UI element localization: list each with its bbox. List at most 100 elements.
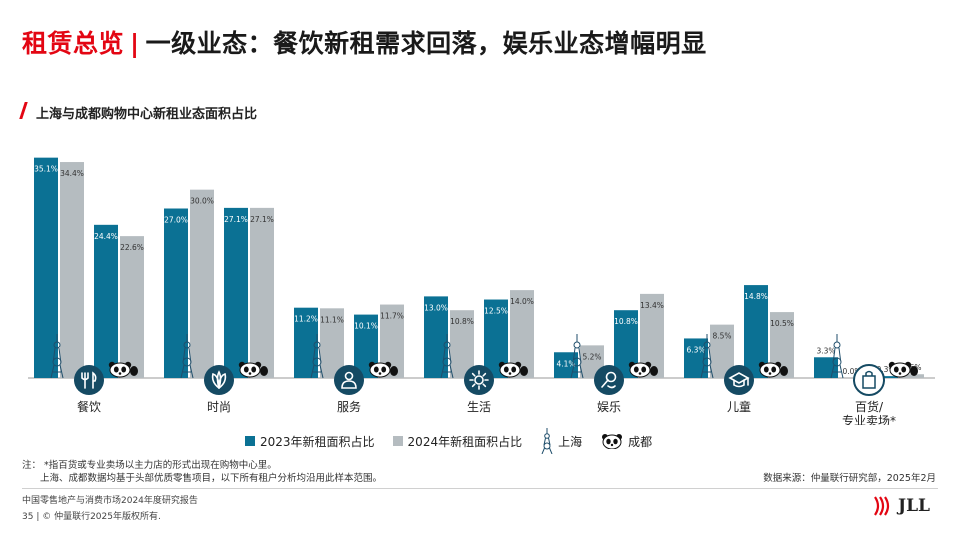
- category-label: 儿童: [727, 399, 751, 414]
- chart-title: 上海与成都购物中心新租业态面积占比: [36, 107, 258, 122]
- data-source: 数据来源：仲量联行研究部，2025年2月: [763, 473, 936, 484]
- data-label: 13.4%: [640, 301, 664, 310]
- leaf-icon: [204, 365, 234, 395]
- data-label: 34.4%: [60, 169, 84, 178]
- data-label: 11.7%: [380, 312, 404, 321]
- jll-logo-text: JLL: [898, 496, 930, 516]
- legend-label-chengdu: 成都: [628, 434, 653, 449]
- panda-icon: [108, 361, 138, 378]
- category-label: 餐饮: [77, 399, 101, 414]
- data-label: 10.8%: [614, 317, 638, 326]
- data-label: 3.3%: [816, 346, 835, 355]
- data-label: 35.1%: [34, 165, 58, 174]
- footnote-line-2: 上海、成都数据均基于头部优质零售项目，以下所有租户分析均沿用此样本范围。: [40, 473, 383, 484]
- panda-icon: [628, 361, 658, 378]
- bar-chengdu-2024: [900, 374, 924, 378]
- bar-shanghai-2024: [450, 310, 474, 378]
- shanghai-tower-icon: [700, 334, 714, 379]
- data-label: 11.1%: [320, 315, 344, 324]
- data-label: 27.1%: [250, 215, 274, 224]
- microphone-icon: [594, 365, 624, 395]
- legend-swatch-2023: [245, 436, 255, 446]
- data-label: 27.1%: [224, 215, 248, 224]
- data-label: 12.5%: [484, 307, 508, 316]
- data-label: 8.5%: [712, 332, 731, 341]
- sun-icon: [464, 365, 494, 395]
- bar-chengdu-2023: [224, 207, 248, 378]
- category-label: 服务: [337, 399, 361, 414]
- data-label: 0.3%: [876, 365, 895, 374]
- bar-shanghai-2023: [34, 157, 58, 378]
- graduation-cap-icon: [724, 365, 754, 395]
- data-label: 27.0%: [164, 216, 188, 225]
- bar-shanghai-2023: [164, 208, 188, 378]
- legend-swatch-2024: [392, 436, 403, 446]
- shanghai-tower-icon: [180, 334, 194, 379]
- panda-icon: [602, 434, 623, 449]
- data-label: 0.0%: [842, 367, 861, 376]
- shanghai-tower-icon: [440, 334, 454, 379]
- panda-icon: [368, 361, 398, 378]
- data-label: 10.1%: [354, 322, 378, 331]
- title-section: 租赁总览: [22, 29, 125, 58]
- jll-mark-icon: [874, 496, 890, 516]
- footnote: 注： *指百货或专业卖场以主力店的形式出现在购物中心里。 上海、成都数据均基于头…: [22, 459, 382, 485]
- jll-logo: JLL: [872, 495, 930, 517]
- chart-legend: 2023年新租面积占比 2024年新租面积占比 上海 成都: [245, 428, 670, 454]
- title-headline: 一级业态：餐饮新租需求回落，娱乐业态增幅明显: [145, 29, 707, 58]
- category-label: 生活: [467, 400, 491, 414]
- panda-icon: [498, 361, 528, 378]
- data-label: 11.2%: [294, 315, 318, 324]
- legend-label-2024: 2024年新租面积占比: [407, 434, 523, 449]
- bar-shanghai-2024: [190, 189, 214, 378]
- legend-item-chengdu: 成都: [600, 433, 652, 450]
- bar-chengdu-2023: [94, 224, 118, 378]
- shanghai-tower-icon: [541, 428, 553, 454]
- shanghai-tower-icon: [50, 334, 64, 379]
- bar-chengdu-2024: [120, 236, 144, 378]
- data-label: 22.6%: [120, 243, 144, 252]
- footer-divider: [22, 488, 938, 489]
- category-label: 专业卖场*: [842, 413, 896, 425]
- legend-item-2024: 2024年新租面积占比: [392, 433, 523, 450]
- data-label: 10.8%: [450, 317, 474, 326]
- data-label: 30.0%: [190, 197, 214, 206]
- data-label: 14.8%: [744, 292, 768, 301]
- fork-knife-icon: [74, 365, 104, 395]
- footnote-line-1: 注： *指百货或专业卖场以主力店的形式出现在购物中心里。: [22, 460, 277, 471]
- category-label: 百货/: [855, 399, 884, 414]
- person-icon: [334, 365, 364, 395]
- legend-item-2023: 2023年新租面积占比: [245, 433, 375, 450]
- data-label: 6.3%: [686, 345, 705, 354]
- legend-item-shanghai: 上海: [540, 428, 582, 454]
- data-label: 10.5%: [770, 319, 794, 328]
- footer-copyright-line: 35 | © 仲量联行2025年版权所有.: [22, 512, 161, 522]
- shanghai-tower-icon: [310, 334, 324, 379]
- data-label: 13.0%: [424, 303, 448, 312]
- page-title: 租赁总览 | 一级业态：餐饮新租需求回落，娱乐业态增幅明显: [22, 24, 707, 60]
- copyright: © 仲量联行2025年版权所有.: [42, 512, 161, 522]
- bar-shanghai-2024: [60, 162, 84, 378]
- report-name: 中国零售地产与消费市场2024年度研究报告: [22, 496, 198, 506]
- data-label: 5.2%: [582, 352, 601, 361]
- bar-chart: 35.1% 34.4% 24.4%22.6% 餐饮 27.0% 30.0% 27.1% 27.…: [28, 157, 935, 425]
- bar-chengdu-2023: [874, 376, 898, 378]
- page-number: 35: [22, 512, 34, 522]
- bar-chengdu-2024: [250, 207, 274, 378]
- shanghai-tower-icon: [830, 334, 844, 379]
- panda-icon: [758, 361, 788, 378]
- subtitle-accent: [19, 102, 28, 119]
- data-label: 4.1%: [556, 359, 575, 368]
- shopping-bag-icon: [853, 364, 885, 396]
- legend-label-shanghai: 上海: [558, 434, 583, 449]
- category-label: 时尚: [207, 400, 231, 414]
- data-label: 14.0%: [510, 297, 534, 306]
- bar-shanghai-2024: [320, 308, 344, 378]
- category-label: 娱乐: [597, 400, 621, 414]
- title-separator: |: [130, 29, 140, 58]
- data-label: 24.4%: [94, 232, 118, 241]
- panda-icon: [888, 361, 918, 378]
- panda-icon: [238, 361, 268, 378]
- bar-shanghai-2023: [814, 357, 838, 378]
- shanghai-tower-icon: [570, 334, 584, 379]
